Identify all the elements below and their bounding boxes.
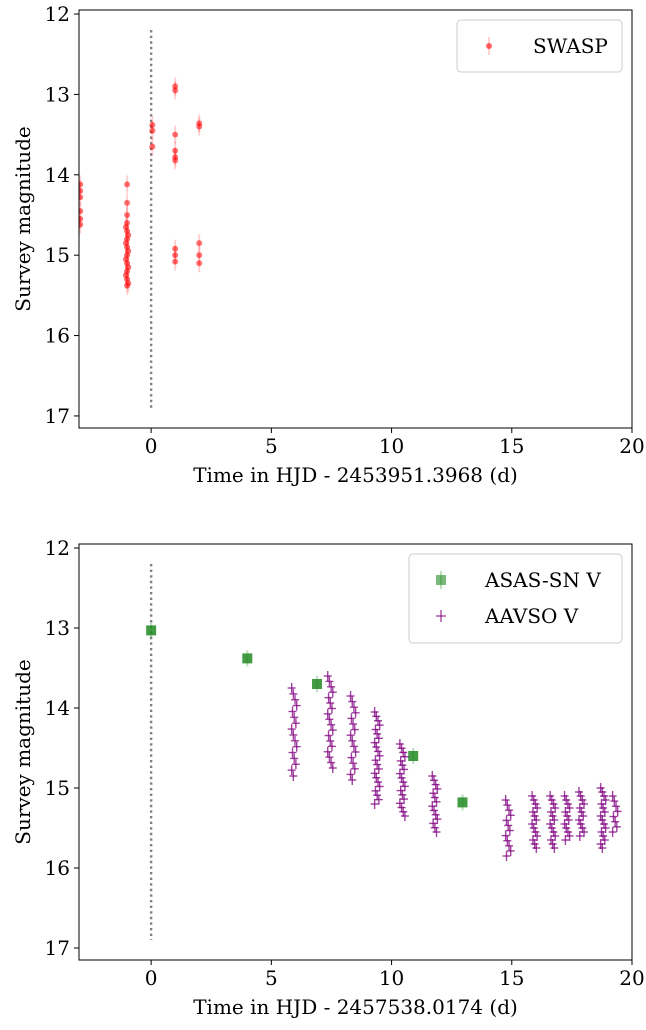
- y-tick-label: 16: [45, 856, 70, 880]
- legend-box: [408, 553, 623, 644]
- data-point: [172, 245, 179, 252]
- y-axis-label: Survey magnitude: [11, 126, 35, 311]
- data-point: [172, 157, 179, 164]
- series-asas-sn-v: [146, 622, 468, 811]
- x-tick-label: 10: [379, 966, 404, 990]
- series-aavso-v: [287, 671, 622, 861]
- y-tick-label: 12: [45, 536, 70, 560]
- chart-panel-2: 0 5 10 15 20 12 13 14 15 16 17 Time in HJD - 245753…: [11, 536, 645, 1019]
- data-point: [149, 127, 156, 134]
- data-layer: [79, 77, 203, 295]
- legend-marker: [436, 575, 446, 585]
- x-tick-label: 0: [145, 434, 158, 458]
- data-point: [196, 123, 203, 130]
- legend-label: SWASP: [533, 34, 608, 58]
- legend: ASAS-SN V AAVSO V: [408, 553, 623, 644]
- data-point: [172, 258, 179, 265]
- data-point: [196, 240, 203, 247]
- data-point: [146, 625, 157, 636]
- data-point: [124, 211, 131, 218]
- data-point: [79, 181, 84, 188]
- data-point: [122, 224, 129, 231]
- data-point: [125, 280, 132, 287]
- data-point: [79, 207, 84, 214]
- y-tick-label: 15: [45, 776, 70, 800]
- x-tick-label: 15: [499, 966, 524, 990]
- legend-box: [456, 19, 623, 73]
- data-point: [79, 216, 84, 222]
- legend: SWASP: [456, 19, 623, 73]
- legend-label: ASAS-SN V: [484, 568, 601, 592]
- data-point: [457, 797, 468, 808]
- data-point: [172, 252, 179, 259]
- data-point: [172, 147, 179, 154]
- chart-panel-1: 0 5 10 15 20 12 13 14 15 16 17 Time in HJD - 245395…: [11, 2, 645, 487]
- y-tick-label: 14: [45, 696, 70, 720]
- y-tick-label: 17: [45, 936, 70, 960]
- x-tick-label: 5: [265, 434, 278, 458]
- x-tick-label: 20: [619, 966, 644, 990]
- data-point: [79, 187, 84, 194]
- data-point: [196, 260, 203, 267]
- series-swasp: [79, 77, 203, 295]
- x-tick-label: 20: [619, 434, 644, 458]
- y-tick-label: 17: [45, 404, 70, 428]
- data-point: [408, 751, 419, 761]
- y-axis-label: Survey magnitude: [11, 659, 35, 844]
- data-point: [312, 679, 323, 689]
- data-point: [125, 248, 132, 255]
- data-point: [172, 131, 179, 138]
- y-tick-label: 14: [45, 163, 70, 187]
- data-point: [149, 143, 156, 150]
- x-tick-label: 15: [499, 434, 524, 458]
- x-axis-label: Time in HJD - 2453951.3968 (d): [193, 463, 518, 487]
- data-point: [196, 252, 203, 259]
- x-tick-label: 5: [265, 966, 278, 990]
- data-point: [79, 194, 84, 201]
- x-axis-label: Time in HJD - 2457538.0174 (d): [193, 995, 518, 1019]
- data-point: [125, 264, 132, 271]
- data-point: [125, 232, 132, 239]
- legend-marker: [486, 43, 492, 49]
- x-tick-label: 0: [145, 966, 158, 990]
- axes-frame: [78, 543, 633, 961]
- legend-label: AAVSO V: [484, 604, 579, 628]
- y-tick-label: 15: [45, 243, 70, 267]
- y-tick-label: 13: [45, 616, 70, 640]
- data-point: [242, 653, 253, 664]
- data-point: [122, 256, 129, 263]
- data-point: [172, 87, 179, 94]
- data-point: [122, 240, 129, 247]
- data-point: [122, 272, 129, 279]
- data-layer: [146, 622, 622, 861]
- axes-frame: [78, 9, 633, 429]
- y-tick-label: 12: [45, 2, 70, 26]
- y-tick-label: 16: [45, 324, 70, 348]
- data-point: [149, 121, 156, 128]
- data-point: [124, 199, 131, 206]
- y-tick-label: 13: [45, 82, 70, 106]
- x-tick-label: 10: [379, 434, 404, 458]
- data-point: [124, 181, 131, 188]
- data-point: [79, 221, 84, 228]
